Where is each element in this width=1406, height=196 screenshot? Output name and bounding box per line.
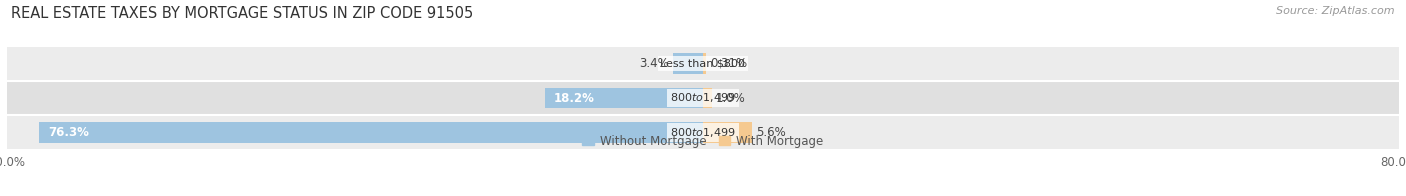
- Text: $800 to $1,499: $800 to $1,499: [671, 126, 735, 139]
- Bar: [703, 122, 752, 143]
- Text: 1.0%: 1.0%: [716, 92, 745, 104]
- Text: 5.6%: 5.6%: [756, 126, 786, 139]
- Text: 18.2%: 18.2%: [554, 92, 595, 104]
- Bar: [544, 88, 703, 108]
- Bar: [7, 115, 1399, 150]
- Bar: [673, 54, 703, 74]
- Text: Source: ZipAtlas.com: Source: ZipAtlas.com: [1277, 6, 1395, 16]
- Bar: [7, 81, 1399, 115]
- Text: 3.4%: 3.4%: [640, 57, 669, 70]
- Text: 76.3%: 76.3%: [48, 126, 89, 139]
- Text: REAL ESTATE TAXES BY MORTGAGE STATUS IN ZIP CODE 91505: REAL ESTATE TAXES BY MORTGAGE STATUS IN …: [11, 6, 474, 21]
- Legend: Without Mortgage, With Mortgage: Without Mortgage, With Mortgage: [578, 130, 828, 152]
- Bar: [39, 122, 703, 143]
- Text: Less than $800: Less than $800: [661, 59, 745, 69]
- Bar: [703, 88, 711, 108]
- Text: $800 to $1,499: $800 to $1,499: [671, 92, 735, 104]
- Bar: [703, 54, 706, 74]
- Text: 0.31%: 0.31%: [710, 57, 747, 70]
- Bar: [7, 47, 1399, 81]
